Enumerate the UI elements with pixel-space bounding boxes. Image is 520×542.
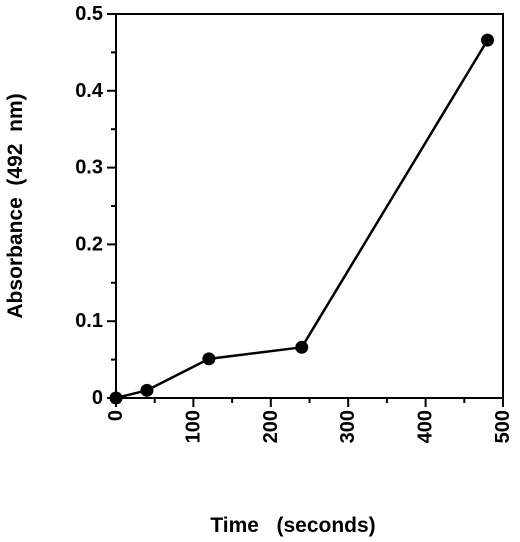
data-point	[109, 391, 123, 405]
data-point	[481, 33, 495, 47]
x-tick-label: 400	[415, 410, 437, 443]
data-point	[140, 383, 154, 397]
y-tick-label: 0.2	[75, 233, 103, 255]
y-tick-label: 0.4	[75, 80, 104, 102]
y-tick-label: 0	[92, 387, 103, 409]
x-axis-ticks: 0 100 200 300 400 500	[105, 398, 514, 443]
y-axis-ticks: 0 0.1 0.2 0.3 0.4 0.5	[75, 3, 116, 409]
y-tick-label: 0.5	[75, 3, 103, 25]
plot-border	[115, 13, 504, 399]
y-axis-title: Absorbance (492 nm)	[4, 93, 27, 318]
data-point	[202, 352, 216, 366]
x-axis-title: Time (seconds)	[210, 514, 375, 537]
series-layer	[109, 33, 495, 405]
y-tick-label: 0.3	[75, 157, 103, 179]
y-tick-label: 0.1	[75, 310, 103, 332]
x-tick-label: 300	[337, 410, 359, 443]
data-point	[295, 340, 309, 354]
x-tick-label: 200	[260, 410, 282, 443]
x-tick-label: 0	[105, 410, 127, 421]
x-tick-label: 500	[492, 410, 514, 443]
x-tick-label: 100	[182, 410, 204, 443]
plot-frame	[115, 13, 504, 399]
